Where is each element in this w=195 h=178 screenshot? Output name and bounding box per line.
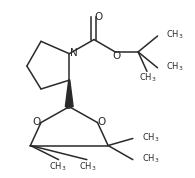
Text: CH$_3$: CH$_3$ [79, 160, 97, 173]
Text: O: O [112, 51, 120, 61]
Text: CH$_3$: CH$_3$ [166, 61, 184, 73]
Text: CH$_3$: CH$_3$ [49, 160, 66, 173]
Text: N: N [70, 48, 78, 58]
Text: CH$_3$: CH$_3$ [142, 131, 159, 144]
Text: O: O [32, 117, 41, 127]
Text: B: B [65, 101, 72, 111]
Text: CH$_3$: CH$_3$ [142, 153, 159, 165]
Polygon shape [65, 80, 73, 107]
Text: O: O [98, 117, 106, 127]
Text: CH$_3$: CH$_3$ [139, 72, 157, 84]
Text: CH$_3$: CH$_3$ [166, 29, 184, 41]
Text: O: O [94, 12, 103, 22]
